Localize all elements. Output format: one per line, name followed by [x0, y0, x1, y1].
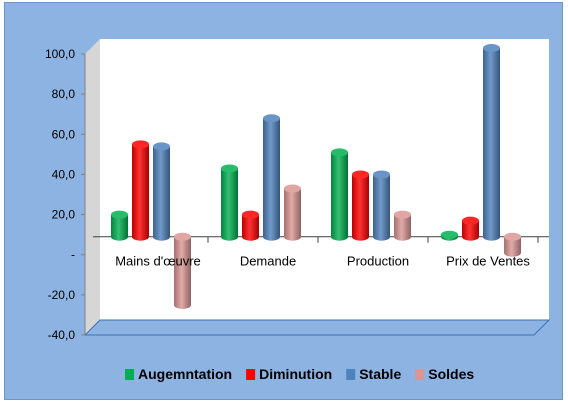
bar-augemntation-mains-d-uvre: [111, 210, 128, 241]
bar-stable-prix-de-ventes: [483, 44, 500, 241]
legend-label-augemntation: Augemntation: [138, 366, 232, 382]
x-category-label: Demande: [240, 254, 296, 269]
plot-side-wall: [85, 39, 100, 335]
bar-soldes-prix-de-ventes: [504, 232, 521, 257]
legend-label-soldes: Soldes: [428, 366, 474, 382]
bar-augemntation-production: [331, 148, 348, 241]
legend-label-diminution: Diminution: [259, 366, 332, 382]
bar-soldes-mains-d-uvre: [174, 232, 191, 309]
bar-stable-production: [373, 170, 390, 241]
y-tick-label: 100,0: [45, 47, 75, 61]
bar-diminution-demande: [242, 210, 259, 241]
y-tick-label: -20,0: [48, 288, 76, 302]
x-category-label: Production: [347, 254, 409, 269]
plot-back-wall: [100, 39, 549, 320]
y-tick-label: 80,0: [52, 87, 76, 101]
bar-diminution-mains-d-uvre: [132, 140, 149, 241]
y-tick-label: 60,0: [52, 127, 76, 141]
x-category-label: Prix de Ventes: [446, 254, 530, 269]
bar-diminution-prix-de-ventes: [462, 216, 479, 241]
y-tick-label: -40,0: [48, 328, 76, 342]
plot-floor: [83, 319, 551, 336]
bar-stable-mains-d-uvre: [153, 142, 170, 241]
bar-diminution-production: [352, 170, 369, 241]
bar-soldes-demande: [284, 184, 301, 241]
bar-soldes-production: [394, 210, 411, 241]
y-tick-label: 40,0: [52, 167, 76, 181]
legend-swatch-augemntation: [125, 369, 134, 380]
legend-label-stable: Stable: [359, 366, 401, 382]
bar-stable-demande: [263, 114, 280, 241]
y-tick-label: -: [71, 248, 75, 262]
bar-augemntation-prix-de-ventes: [441, 230, 458, 241]
legend-swatch-diminution: [246, 369, 256, 380]
bar-augemntation-demande: [221, 164, 238, 241]
y-tick-label: 20,0: [52, 208, 76, 222]
x-category-label: Mains d'œuvre: [115, 254, 201, 269]
legend-swatch-soldes: [415, 369, 425, 380]
legend-swatch-stable: [346, 369, 356, 380]
